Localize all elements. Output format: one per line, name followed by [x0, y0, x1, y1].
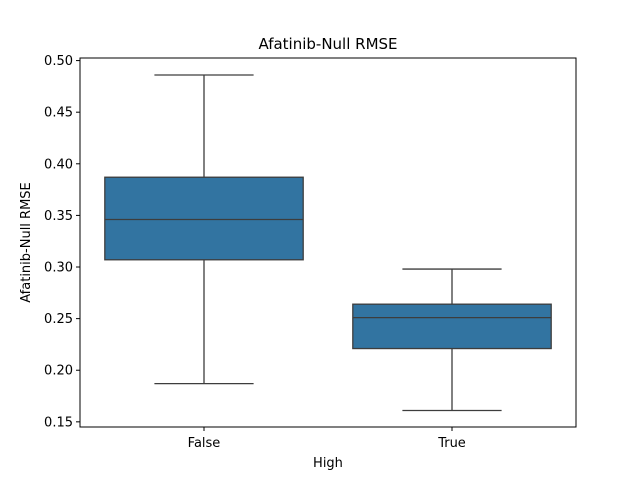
y-tick-label: 0.30 — [44, 261, 73, 276]
y-axis: 0.15 0.20 0.25 0.30 0.35 0.40 0.45 0.50 — [44, 54, 80, 430]
x-tick-label: False — [188, 436, 221, 451]
y-axis-label: Afatinib-Null RMSE — [19, 182, 34, 303]
y-tick-label: 0.20 — [44, 364, 73, 379]
chart-title: Afatinib-Null RMSE — [258, 35, 397, 53]
y-tick-label: 0.25 — [44, 312, 73, 327]
iqr-box — [104, 176, 304, 261]
y-tick-label: 0.50 — [44, 54, 73, 69]
plot-area — [79, 57, 577, 428]
y-tick-label: 0.45 — [44, 106, 73, 121]
box-true — [352, 268, 552, 412]
y-tick-label: 0.35 — [44, 209, 73, 224]
box-false — [104, 74, 304, 385]
x-tick-label: True — [437, 436, 466, 451]
boxes-layer — [104, 74, 552, 412]
x-axis-label: High — [313, 456, 343, 471]
x-axis: False True — [188, 427, 466, 451]
y-tick-label: 0.40 — [44, 157, 73, 172]
iqr-box — [352, 303, 552, 350]
y-tick-label: 0.15 — [44, 415, 73, 430]
